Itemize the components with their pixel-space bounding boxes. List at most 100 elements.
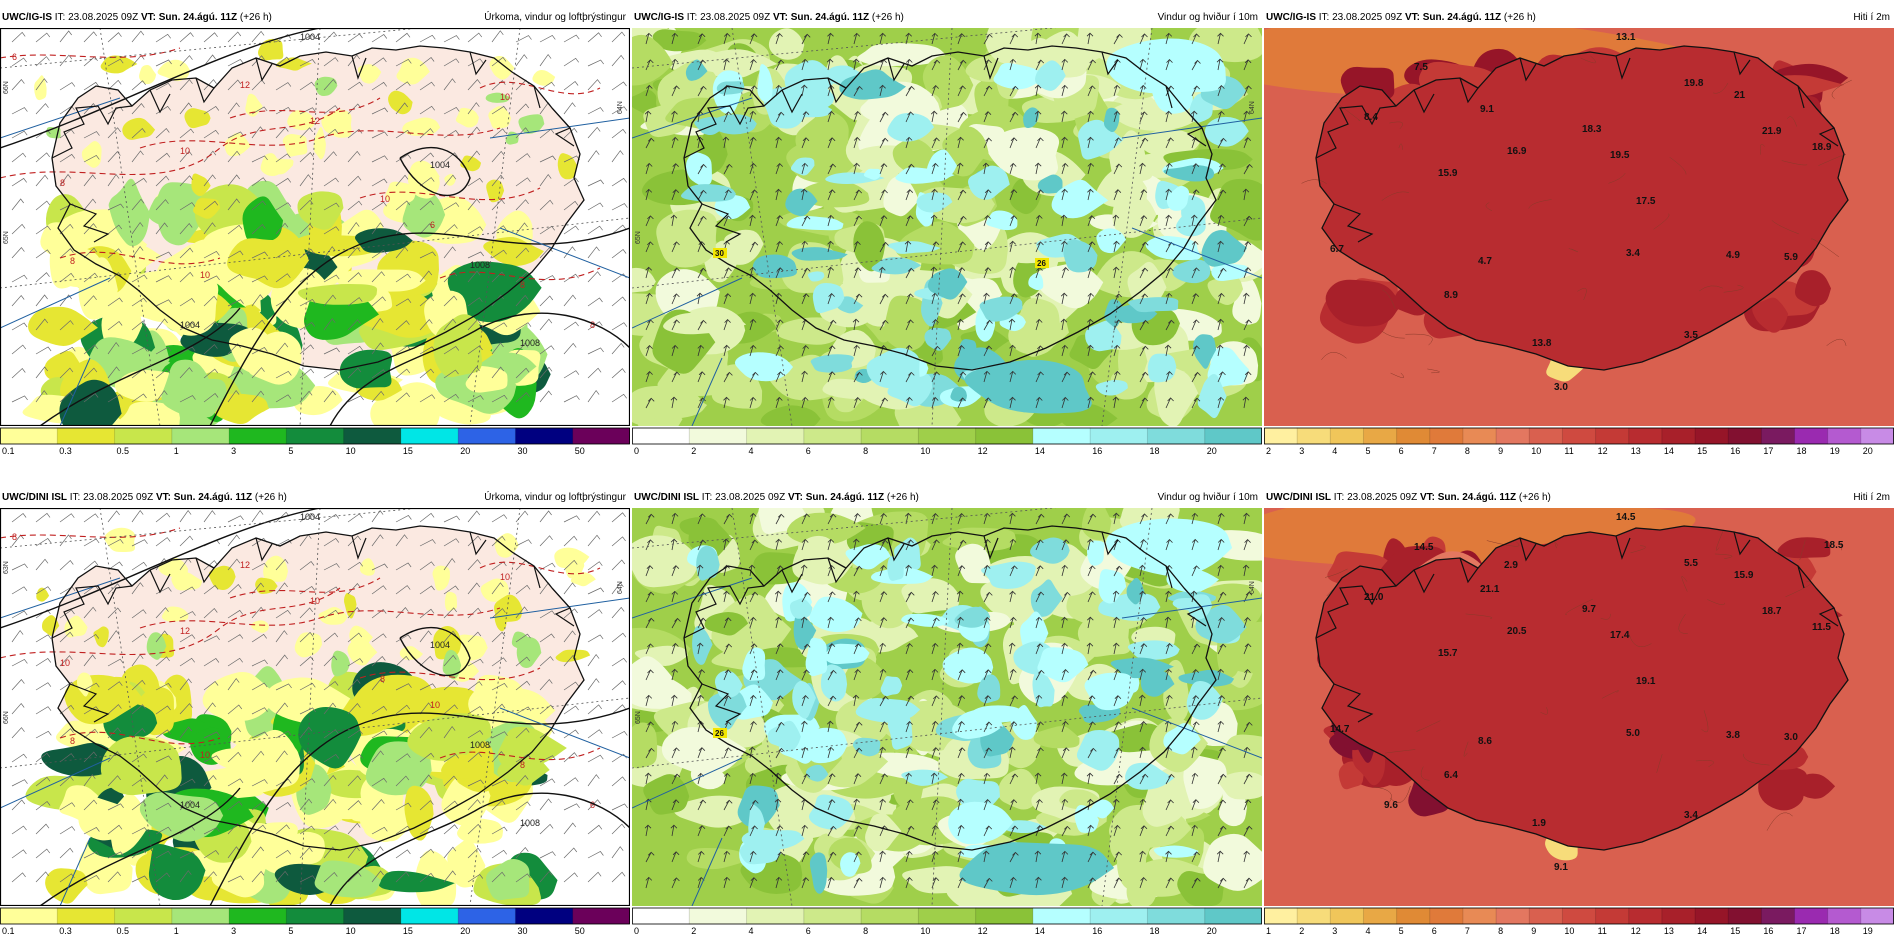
wind-arrow (644, 110, 652, 123)
wind-barb (443, 753, 459, 763)
colorbar-svg: 2345678910111213141516171819202122 (1264, 427, 1894, 456)
wind-barb (227, 343, 241, 355)
wind-arrow (1061, 850, 1069, 863)
wind-arrow (697, 163, 707, 175)
wind-arrow (1009, 825, 1019, 837)
precip-cell (331, 650, 351, 677)
wind-arrow (1113, 747, 1123, 759)
wind-barb (227, 778, 244, 787)
wind-arrow (853, 136, 861, 149)
wind-cell (1028, 272, 1044, 291)
wind-barb (227, 678, 240, 691)
wind-arrow (905, 136, 913, 149)
precip-cell (255, 577, 278, 595)
wind-arrow (983, 695, 992, 707)
temp-contour (1540, 707, 1548, 715)
wind-arrow (1112, 396, 1120, 409)
wind-barb (491, 174, 505, 187)
wind-arrow (645, 241, 654, 253)
precip-cell (313, 126, 326, 160)
wind-barb (443, 58, 460, 67)
wind-arrow (1086, 642, 1094, 655)
wind-barb (611, 150, 624, 163)
wind-cell (1175, 209, 1206, 237)
header-left: UWC/IG-IS IT: 23.08.2025 09Z VT: Sun. 24… (634, 8, 904, 28)
temp-contour (1389, 785, 1411, 803)
fjord-lines (683, 51, 1207, 243)
wind-barb (299, 151, 314, 163)
wind-barb (419, 346, 436, 355)
wind-barb (203, 702, 216, 715)
temp-value: 8.6 (1478, 736, 1492, 747)
panel-dini-wind: UWC/DINI ISL IT: 23.08.2025 09Z VT: Sun.… (632, 488, 1262, 938)
colorbar-tick: 4 (1332, 446, 1337, 456)
wind-arrow (1034, 110, 1042, 123)
temp-contour (1766, 812, 1793, 831)
wind-arrow (723, 371, 733, 383)
wind-barb (587, 534, 601, 547)
wind-barb (179, 657, 195, 667)
wind-barb (251, 870, 265, 883)
wind-arrow (1139, 850, 1146, 863)
colorbar-tick: 9 (1498, 446, 1503, 456)
colorbar-swatch (114, 427, 173, 445)
wind-barb (11, 198, 24, 211)
wind-cell (1186, 680, 1223, 720)
wind-barb (443, 224, 458, 235)
wind-barb (323, 246, 336, 259)
wind-barb (467, 226, 484, 235)
wind-barb (203, 79, 217, 91)
wind-barb (563, 822, 577, 835)
wind-barb (275, 582, 288, 595)
wind-arrow (1009, 85, 1019, 97)
precip-cell (511, 631, 532, 651)
wind-barb (563, 246, 576, 259)
graticule-line (469, 28, 521, 426)
wind-cell (958, 338, 977, 365)
wind-barb (371, 633, 387, 643)
wind-arrow (983, 772, 991, 785)
colorbar-tick: 5 (288, 926, 293, 936)
wind-arrow (1113, 877, 1123, 889)
precip-cell (365, 741, 432, 796)
init-label: IT: (701, 492, 713, 503)
wind-barb (467, 177, 483, 187)
isobar-label: 1004 (430, 160, 450, 170)
graticule-line (931, 28, 953, 426)
wind-barb (299, 631, 314, 643)
wind-barb (587, 634, 604, 643)
precip-cell (274, 831, 326, 867)
colorbar-tick: 1 (174, 926, 179, 936)
wind-barb (323, 825, 339, 835)
wind-barb (563, 847, 578, 859)
wind-arrow (1009, 799, 1018, 811)
wind-barb (11, 274, 28, 283)
wind-arrow (1217, 32, 1224, 45)
wind-barb (179, 510, 192, 523)
colorbar-swatch (285, 427, 345, 445)
wind-cell (901, 578, 960, 614)
colorbar-swatch (1089, 907, 1149, 925)
wind-arrow (853, 538, 860, 551)
wind-arrow (697, 85, 707, 97)
wind-arrow (671, 136, 679, 149)
wind-barb (443, 607, 457, 619)
wind-barb (539, 535, 553, 547)
wind-barb (59, 294, 72, 307)
wind-arrow (723, 58, 730, 71)
wind-arrow (1035, 513, 1045, 525)
wind-barb (275, 778, 292, 787)
wind-barb (35, 32, 51, 43)
wind-arrow (697, 799, 707, 811)
precip-cell (257, 38, 284, 61)
wind-cell (820, 664, 848, 702)
wind-cell (804, 727, 848, 764)
wind-barb (131, 346, 148, 355)
colorbar-tick: 10 (1564, 926, 1574, 936)
wind-arrow (1165, 162, 1173, 175)
wind-barb (203, 871, 217, 883)
wind-barb (491, 105, 508, 115)
precip-cell (152, 277, 219, 336)
wind-arrow (671, 58, 679, 71)
wind-barb (395, 825, 411, 835)
